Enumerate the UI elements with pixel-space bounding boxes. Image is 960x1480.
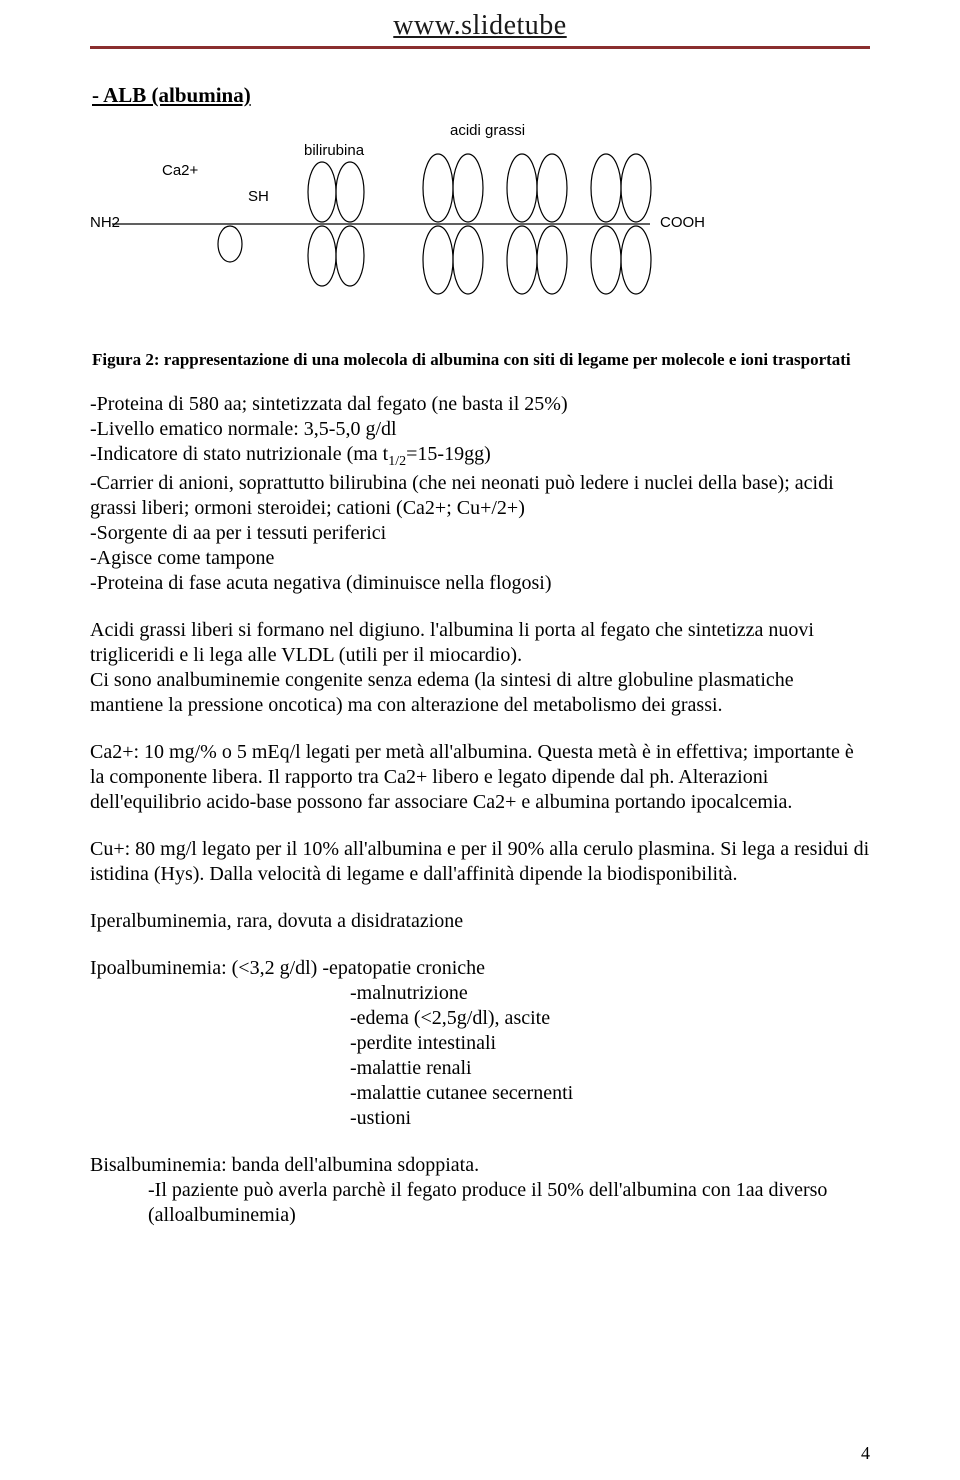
label-cooh: COOH (660, 214, 705, 231)
bisalbuminemia-head: Bisalbuminemia: banda dell'albumina sdop… (90, 1153, 870, 1178)
document-page: www.slidetube - ALB (albumina) (0, 0, 960, 1480)
bullet-4: -Carrier di anioni, soprattutto bilirubi… (90, 471, 870, 521)
ipo-i5: -malattie renali (350, 1056, 870, 1081)
diagram-svg (90, 114, 730, 344)
bullet-6: -Agisce come tampone (90, 546, 870, 571)
bullet-1: -Proteina di 580 aa; sintetizzata dal fe… (90, 392, 870, 417)
section-title: - ALB (albumina) (92, 83, 870, 108)
page-number: 4 (861, 1443, 870, 1464)
bullet-3a: -Indicatore di stato nutrizionale (ma t (90, 443, 388, 465)
page-header: www.slidetube (90, 0, 870, 49)
bullet-3: -Indicatore di stato nutrizionale (ma t1… (90, 442, 870, 471)
label-ca2: Ca2+ (162, 162, 198, 179)
bis-sub-wrap: -Il paziente può averla parchè il fegato… (90, 1178, 870, 1228)
ipo-i6: -malattie cutanee secernenti (350, 1081, 870, 1106)
site-url: www.slidetube (90, 10, 870, 42)
bullet-7: -Proteina di fase acuta negativa (diminu… (90, 571, 870, 596)
figure-caption: Figura 2: rappresentazione di una moleco… (92, 350, 870, 370)
header-rule (90, 46, 870, 49)
label-acidi-grassi: acidi grassi (450, 122, 525, 139)
para-iperalbuminemia: Iperalbuminemia, rara, dovuta a disidrat… (90, 909, 870, 934)
ipo-i7: -ustioni (350, 1106, 870, 1131)
ipo-list: -malnutrizione -edema (<2,5g/dl), ascite… (90, 981, 870, 1131)
label-nh2: NH2 (90, 214, 120, 231)
ipoalbuminemia-line: Ipoalbuminemia: (<3,2 g/dl) -epatopatie … (90, 956, 870, 981)
para-ca2: Ca2+: 10 mg/% o 5 mEq/l legati per metà … (90, 740, 870, 815)
bullet-3-sub: 1/2 (388, 454, 406, 469)
albumin-diagram: Ca2+ NH2 SH bilirubina acidi grassi COOH (90, 114, 730, 344)
ipo-i1: -epatopatie croniche (322, 957, 485, 979)
bis-sub: -Il paziente può averla parchè il fegato… (148, 1178, 870, 1228)
para-analbuminemie: Ci sono analbuminemie congenite senza ed… (90, 668, 870, 718)
bullet-2: -Livello ematico normale: 3,5-5,0 g/dl (90, 417, 870, 442)
bullet-3b: =15-19gg) (406, 443, 491, 465)
body-text: -Proteina di 580 aa; sintetizzata dal fe… (90, 392, 870, 1228)
ipo-i3: -edema (<2,5g/dl), ascite (350, 1006, 870, 1031)
para-acidi-grassi: Acidi grassi liberi si formano nel digiu… (90, 618, 870, 668)
label-sh: SH (248, 188, 269, 205)
ipo-i2: -malnutrizione (350, 981, 870, 1006)
ipo-i4: -perdite intestinali (350, 1031, 870, 1056)
para-cu: Cu+: 80 mg/l legato per il 10% all'album… (90, 837, 870, 887)
label-bilirubina: bilirubina (304, 142, 364, 159)
ipo-head: Ipoalbuminemia: (<3,2 g/dl) (90, 957, 322, 979)
bullet-5: -Sorgente di aa per i tessuti periferici (90, 521, 870, 546)
